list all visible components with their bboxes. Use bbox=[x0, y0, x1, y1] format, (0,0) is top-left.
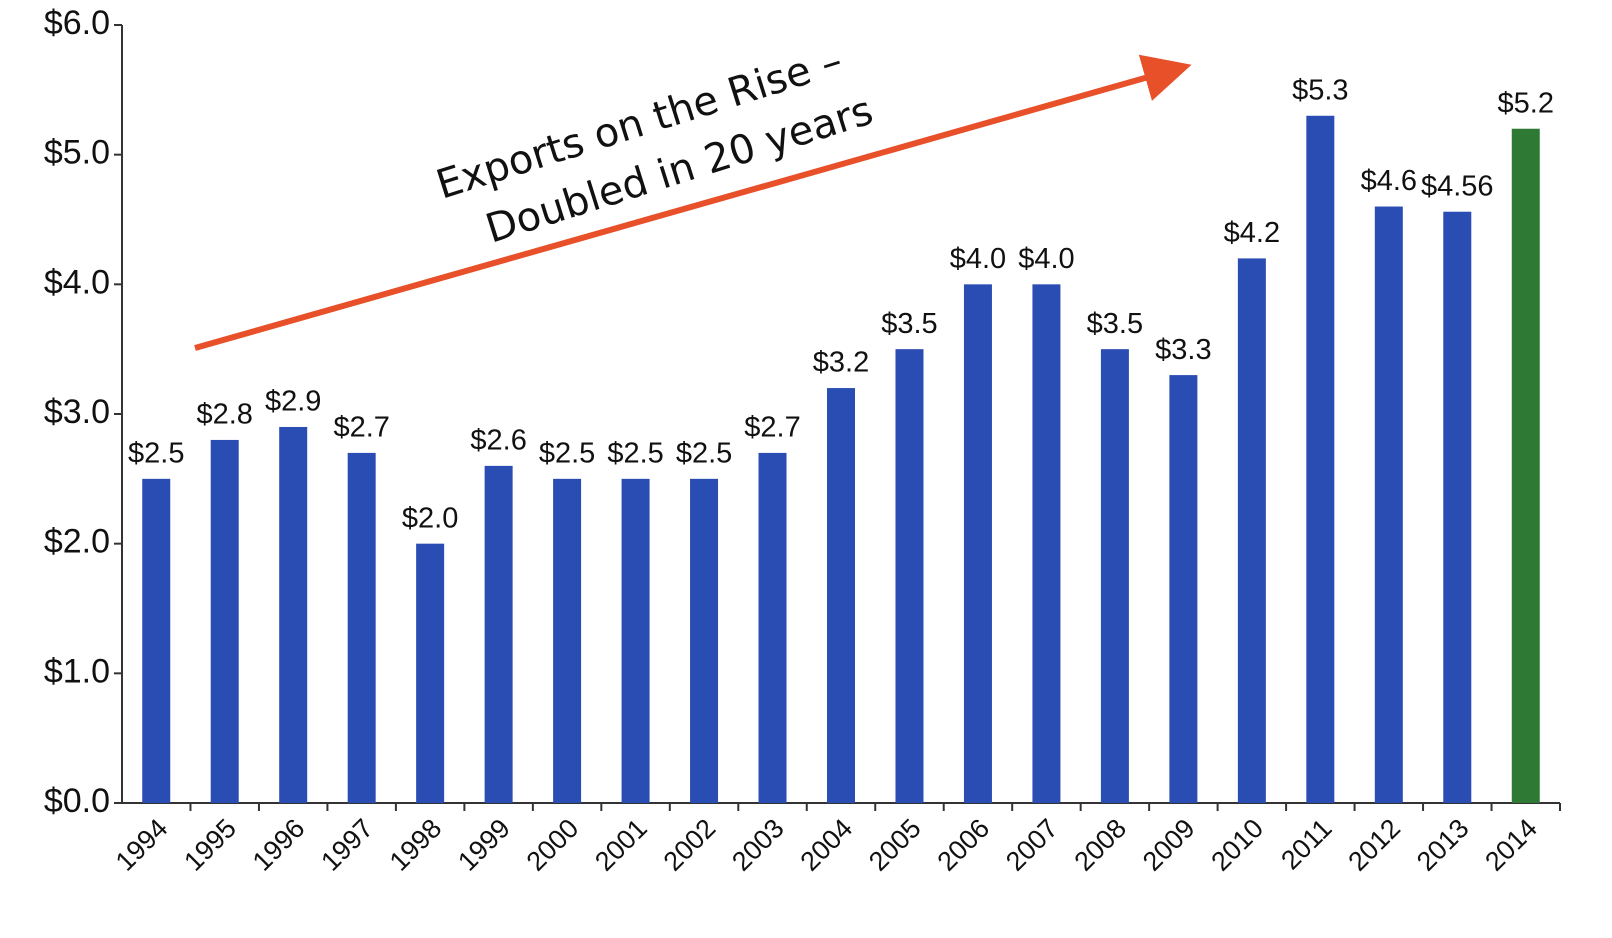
x-tick-label: 2006 bbox=[932, 813, 996, 877]
bar bbox=[1443, 211, 1472, 804]
bar bbox=[1306, 115, 1335, 804]
y-tick-label: $0.0 bbox=[44, 782, 110, 820]
bar bbox=[416, 543, 445, 803]
bar bbox=[553, 478, 582, 803]
data-label: $4.56 bbox=[1421, 170, 1494, 202]
bar bbox=[484, 465, 513, 803]
y-tick-label: $1.0 bbox=[44, 652, 110, 690]
x-tick-label: 2002 bbox=[658, 813, 722, 877]
y-tick-label: $4.0 bbox=[44, 263, 110, 301]
bar bbox=[1032, 284, 1061, 803]
x-tick-label: 1998 bbox=[384, 813, 448, 877]
data-label: $2.5 bbox=[607, 437, 663, 469]
data-label: $5.2 bbox=[1498, 87, 1554, 119]
bar bbox=[758, 452, 787, 803]
bar bbox=[1237, 258, 1266, 803]
data-label: $4.6 bbox=[1361, 165, 1417, 197]
data-label: $4.0 bbox=[1018, 243, 1074, 275]
bar bbox=[827, 388, 855, 803]
x-tick-label: 2009 bbox=[1137, 813, 1201, 877]
data-label: $2.5 bbox=[128, 437, 184, 469]
y-tick-label: $3.0 bbox=[44, 393, 110, 431]
data-label: $3.5 bbox=[881, 308, 937, 340]
bar bbox=[963, 284, 992, 803]
trend-arrow bbox=[194, 54, 1192, 351]
y-tick-label: $6.0 bbox=[44, 4, 110, 42]
data-label: $4.2 bbox=[1224, 217, 1280, 249]
x-tick-label: 2000 bbox=[521, 813, 585, 877]
y-tick-label: $2.0 bbox=[44, 523, 110, 561]
data-label: $2.9 bbox=[265, 386, 321, 418]
data-label: $2.6 bbox=[470, 425, 526, 457]
x-tick-label: 2011 bbox=[1275, 813, 1337, 875]
data-label: $2.8 bbox=[196, 399, 252, 431]
bar bbox=[895, 349, 924, 803]
data-label: $2.0 bbox=[402, 502, 458, 534]
x-tick-label: 1999 bbox=[452, 813, 516, 877]
bar bbox=[142, 478, 171, 803]
x-tick-label: 2012 bbox=[1342, 813, 1406, 877]
y-tick-label: $5.0 bbox=[44, 134, 110, 172]
bar bbox=[621, 478, 650, 803]
x-tick-label: 2003 bbox=[726, 813, 790, 877]
x-tick-label: 2001 bbox=[589, 813, 653, 877]
x-tick-label: 2014 bbox=[1479, 813, 1543, 877]
x-tick-label: 1994 bbox=[110, 813, 174, 877]
data-label: $5.3 bbox=[1292, 74, 1348, 106]
bar bbox=[1169, 375, 1198, 803]
x-tick-label: 1995 bbox=[178, 813, 242, 877]
x-tick-label: 2010 bbox=[1205, 813, 1269, 877]
bar bbox=[210, 439, 239, 803]
x-tick-label: 2013 bbox=[1411, 813, 1475, 877]
bar bbox=[1100, 349, 1129, 803]
data-label: $3.2 bbox=[813, 347, 869, 379]
data-label: $4.0 bbox=[950, 243, 1006, 275]
bar bbox=[279, 426, 308, 803]
bar bbox=[1511, 128, 1540, 803]
bar bbox=[1374, 206, 1403, 804]
x-tick-label: 2008 bbox=[1068, 813, 1132, 877]
x-tick-label: 2004 bbox=[795, 813, 859, 877]
x-tick-label: 2007 bbox=[1000, 813, 1064, 877]
x-tick-label: 2005 bbox=[863, 813, 927, 877]
x-tick-label: 1996 bbox=[247, 813, 311, 877]
data-label: $3.3 bbox=[1155, 334, 1211, 366]
data-label: $2.5 bbox=[539, 437, 595, 469]
data-label: $2.7 bbox=[744, 412, 800, 444]
data-label: $2.5 bbox=[676, 437, 732, 469]
bar bbox=[690, 478, 719, 803]
x-tick-label: 1997 bbox=[315, 813, 379, 877]
data-label: $3.5 bbox=[1087, 308, 1143, 340]
bar bbox=[347, 452, 376, 803]
data-label: $2.7 bbox=[333, 412, 389, 444]
